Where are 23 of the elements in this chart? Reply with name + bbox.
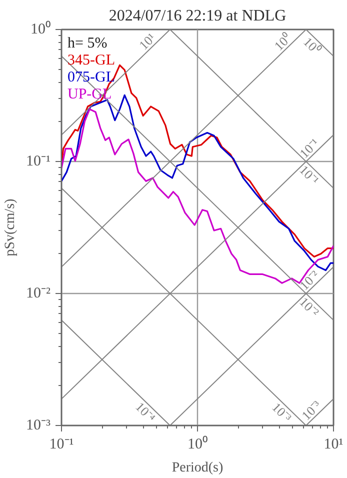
text: 10⁰	[271, 30, 294, 54]
series-label: 345-GL	[68, 52, 115, 68]
x-tick-label: 10⁰	[188, 436, 208, 452]
text: 10¹	[136, 30, 159, 53]
text: 10⁻²	[296, 267, 322, 293]
x-tick-label: 10⁻¹	[49, 436, 74, 452]
y-tick-label: 10⁻³	[26, 418, 52, 434]
text: 10⁻¹	[296, 135, 322, 161]
x-tick-label: 10¹	[324, 436, 344, 452]
y-tick-label: 10⁻²	[26, 286, 52, 302]
y-axis-title: pSv(cm/s)	[3, 198, 18, 256]
series-label: 075-GL	[68, 70, 115, 86]
text: 10⁻²	[296, 294, 322, 320]
x-axis-title: Period(s)	[172, 460, 224, 476]
y-tick-label: 10⁰	[30, 20, 50, 38]
text: 10⁻⁴	[132, 399, 159, 426]
text: 10⁻³	[269, 400, 295, 425]
text: 10⁻¹	[296, 162, 322, 188]
y-tick-label: 10⁻¹	[26, 154, 51, 170]
chart-title: 2024/07/16 22:19 at NDLG	[108, 8, 287, 24]
text: 10⁰	[300, 34, 324, 58]
annotation: h= 5%	[68, 36, 108, 52]
text: 10⁻³	[298, 398, 324, 423]
